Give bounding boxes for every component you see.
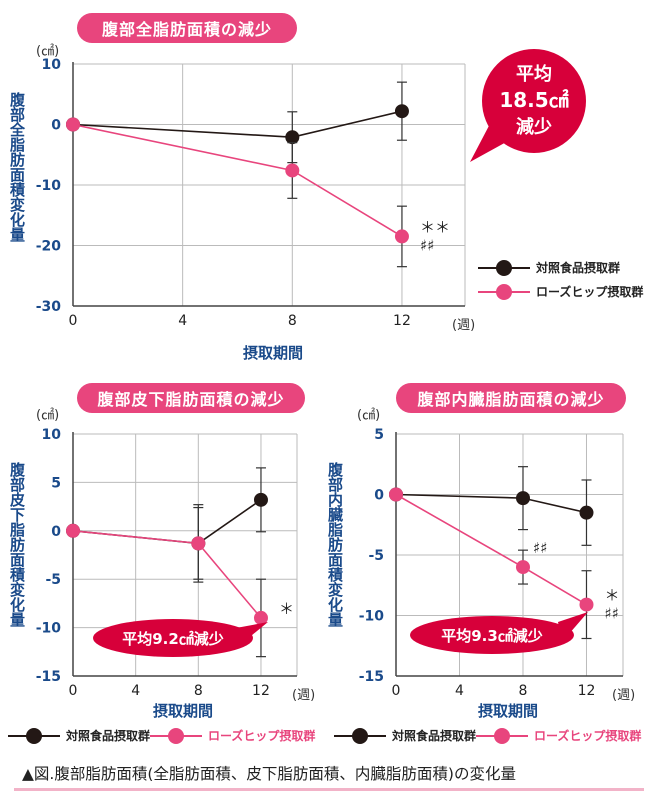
chart2-control-line (72, 499, 262, 545)
chart2-xtick-label: 0 (69, 683, 78, 699)
chart3-control-point (515, 491, 530, 506)
chart1-control-line (72, 110, 403, 139)
chart3-xtick-label: 0 (392, 683, 401, 699)
chart3-callout-tail (558, 612, 588, 642)
chart1-rose-point (285, 163, 300, 178)
chart1-title: 腹部全脂肪面積の減少 (77, 13, 297, 43)
chart3-ylabel: 腹部内臓脂肪面積変化量 (326, 462, 344, 627)
chart3-ytick-label: -5 (368, 548, 384, 564)
chart3-legend-control: 対照食品摂取群 (334, 727, 476, 744)
chart2-control-point (191, 536, 206, 551)
caption-underline (14, 788, 644, 791)
chart1-ytick-label: -20 (36, 239, 62, 255)
chart2-xlabel: 摂取期間 (153, 702, 214, 720)
chart1-control-point (66, 117, 80, 132)
chart2-ytick-label: -10 (36, 621, 62, 637)
chart2-unit: (㎠) (36, 408, 60, 423)
chart3-xlabel: 摂取期間 (478, 702, 539, 720)
chart1-callout-tail (470, 120, 510, 162)
chart2-legend-rose: ローズヒップ摂取群 (150, 727, 315, 744)
chart2-legend-control: 対照食品摂取群 (8, 727, 150, 744)
chart1-xtick-label: 0 (69, 313, 78, 329)
chart2-ytick-label: -5 (45, 572, 61, 588)
chart1-ylabel: 腹部全脂肪面積変化量 (8, 92, 26, 242)
figure-caption: ▲図.腹部脂肪面積(全脂肪面積、皮下脂肪面積、内臓脂肪面積)の変化量 (22, 765, 516, 783)
chart3-significance-mark: ♯♯ (604, 605, 619, 623)
chart2-control-point (253, 492, 268, 507)
chart2-ylabel: 腹部皮下脂肪面積変化量 (8, 462, 26, 627)
chart3-title: 腹部内臓脂肪面積の減少 (396, 383, 626, 413)
chart1-legend-control: 対照食品摂取群 (478, 259, 620, 276)
chart3-unit: (㎠) (357, 408, 381, 423)
chart1-callout-line2: 18.5㎠ (499, 88, 568, 112)
chart3-rose-line (395, 493, 587, 606)
chart2-rose-point (66, 523, 80, 538)
chart2-xtick-label: 8 (194, 683, 203, 699)
chart1-callout-bubble (482, 49, 586, 153)
chart3-control-line (395, 493, 587, 514)
chart1-xtick-label: 4 (178, 313, 187, 329)
chart2-significance-mark: ＊ (279, 600, 294, 618)
chart2-rose-point (191, 536, 206, 551)
chart3-xtick-label: 4 (455, 683, 464, 699)
chart1-callout-line1: 平均 (516, 63, 552, 85)
legend-control-label: 対照食品摂取群 (536, 261, 621, 275)
chart3-ytick-label: 0 (374, 488, 384, 504)
chart3-rose-point (515, 560, 530, 575)
chart2-callout-tail (236, 622, 268, 645)
chart1-rose-point (66, 117, 80, 132)
chart2-title: 腹部皮下脂肪面積の減少 (77, 383, 305, 413)
chart1-ytick-label: -10 (36, 178, 62, 194)
chart1-xtick-label: 8 (288, 313, 297, 329)
chart2-ytick-label: 0 (51, 524, 61, 540)
chart2-callout-bubble (93, 619, 253, 657)
chart3-xunit: (週) (612, 688, 636, 703)
legend-control-label: 対照食品摂取群 (392, 729, 477, 743)
legend-rose-label: ローズヒップ摂取群 (208, 729, 316, 743)
chart2-control-point (66, 523, 80, 538)
chart3-control-point (389, 487, 403, 502)
chart2-callout-text: 平均9.2㎠減少 (122, 630, 224, 648)
chart2-ytick-label: 10 (42, 427, 62, 443)
chart2-ytick-label: -15 (36, 669, 61, 685)
chart2-ytick-label: 5 (51, 475, 61, 491)
chart3-significance-mark: ＊ (604, 587, 619, 605)
legend-rose-label: ローズヒップ摂取群 (536, 285, 644, 299)
chart1-legend-rose: ローズヒップ摂取群 (478, 283, 643, 300)
chart3-callout-bubble (410, 616, 574, 654)
legend-rose-label: ローズヒップ摂取群 (534, 729, 642, 743)
chart3-ytick-label: 5 (374, 427, 384, 443)
chart2-xtick-label: 4 (131, 683, 140, 699)
chart1-ytick-label: -30 (36, 299, 62, 315)
chart2-xunit: (週) (292, 688, 316, 703)
chart2-rose-line (72, 530, 262, 619)
chart1-significance-mark: ＊＊ (420, 218, 450, 236)
chart1-control-point (394, 104, 409, 119)
chart1-unit: (㎠) (36, 44, 60, 59)
chart1-rose-point (394, 229, 409, 244)
legend-control-label: 対照食品摂取群 (66, 729, 151, 743)
chart1-xlabel: 摂取期間 (243, 344, 304, 362)
chart3-rose-point (389, 487, 403, 502)
chart3-ytick-label: -10 (359, 609, 385, 625)
chart1-control-point (285, 130, 300, 145)
chart2-xtick-label: 12 (252, 683, 270, 699)
chart2-rose-point (253, 610, 268, 625)
chart1-xunit: (週) (452, 318, 476, 333)
chart1-callout-line3: 減少 (516, 116, 552, 138)
chart3-rose-point (579, 597, 594, 612)
chart3-legend-rose: ローズヒップ摂取群 (476, 727, 641, 744)
chart1-significance-mark: ♯♯ (420, 236, 435, 254)
chart3-xtick-label: 8 (519, 683, 528, 699)
chart1-rose-line (72, 123, 403, 238)
chart3-callout-text: 平均9.3㎠減少 (441, 627, 543, 645)
chart3-xtick-label: 12 (578, 683, 596, 699)
chart1-ytick-label: 10 (42, 57, 62, 73)
chart3-ytick-label: -15 (359, 669, 384, 685)
chart1-xtick-label: 12 (393, 313, 411, 329)
chart3-significance-mark: ♯♯ (533, 539, 548, 557)
chart1-ytick-label: 0 (51, 118, 61, 134)
chart3-control-point (579, 505, 594, 520)
